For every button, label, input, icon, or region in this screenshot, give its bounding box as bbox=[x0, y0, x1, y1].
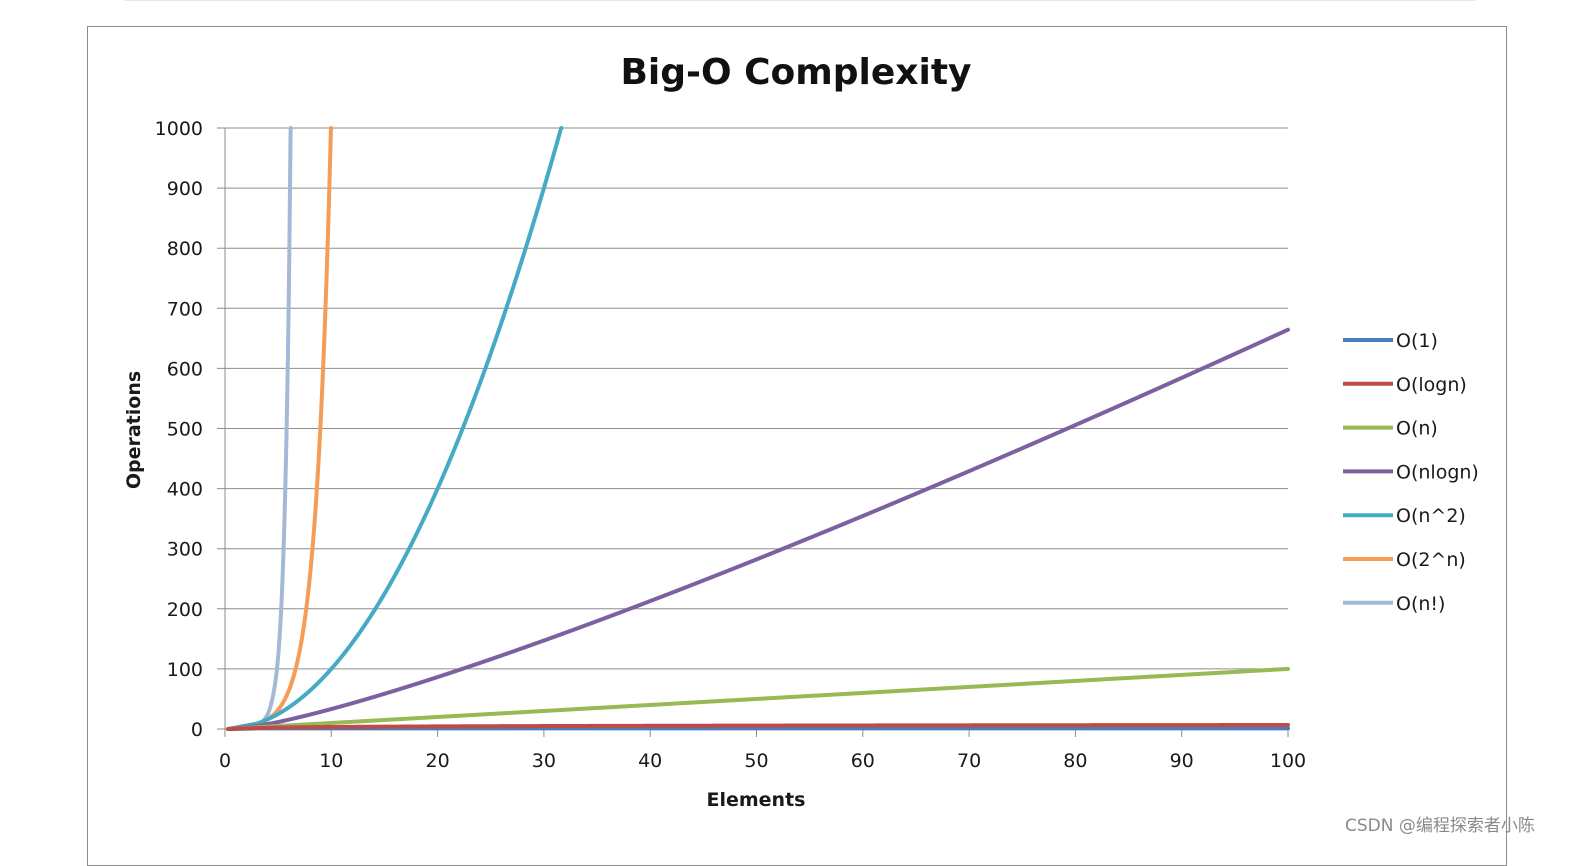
legend-label: O(n) bbox=[1396, 418, 1438, 440]
x-tick-label: 70 bbox=[957, 750, 981, 772]
x-tick-label: 100 bbox=[1270, 750, 1306, 772]
x-axis-ticks: 0 10 20 30 40 50 60 70 80 90 100 bbox=[219, 750, 1306, 772]
x-axis-title: Elements bbox=[707, 789, 806, 811]
series-line-ologn bbox=[226, 723, 1290, 731]
y-tick-label: 200 bbox=[167, 599, 203, 621]
y-axis-title: Operations bbox=[123, 371, 145, 489]
y-tick-label: 600 bbox=[167, 358, 203, 380]
x-tick-label: 80 bbox=[1063, 750, 1087, 772]
x-tick-label: 60 bbox=[851, 750, 875, 772]
x-tick-label: 10 bbox=[319, 750, 343, 772]
y-tick-label: 700 bbox=[167, 298, 203, 320]
y-tick-label: 400 bbox=[167, 479, 203, 501]
legend-label: O(n!) bbox=[1396, 593, 1445, 615]
legend-label: O(logn) bbox=[1396, 374, 1467, 396]
series-line-on bbox=[226, 666, 1290, 731]
x-tick-label: 20 bbox=[426, 750, 450, 772]
series-line-on2 bbox=[226, 126, 564, 731]
chart-title: Big-O Complexity bbox=[620, 52, 971, 93]
x-tick-label: 30 bbox=[532, 750, 556, 772]
x-tick-label: 90 bbox=[1170, 750, 1194, 772]
x-tick-label: 0 bbox=[219, 750, 231, 772]
legend-label: O(1) bbox=[1396, 330, 1438, 352]
series-line-onlogn bbox=[226, 327, 1290, 731]
x-tick-label: 40 bbox=[638, 750, 662, 772]
series-lines bbox=[226, 126, 1290, 731]
grid-lines bbox=[217, 127, 1289, 737]
y-tick-label: 300 bbox=[167, 539, 203, 561]
y-tick-label: 0 bbox=[191, 719, 203, 741]
x-tick-label: 50 bbox=[744, 750, 768, 772]
legend-label: O(nlogn) bbox=[1396, 461, 1479, 483]
y-tick-label: 100 bbox=[167, 659, 203, 681]
y-tick-label: 900 bbox=[167, 178, 203, 200]
legend: O(1) O(logn) O(n) O(nlogn) O(n^2) O(2^n) O(n!) bbox=[1343, 330, 1479, 615]
legend-label: O(n^2) bbox=[1396, 505, 1466, 527]
legend-label: O(2^n) bbox=[1396, 549, 1466, 571]
y-tick-label: 800 bbox=[167, 238, 203, 260]
top-divider bbox=[125, 0, 1475, 1]
y-tick-label: 500 bbox=[167, 419, 203, 441]
y-tick-label: 1000 bbox=[155, 118, 203, 140]
y-axis-ticks: 0 100 200 300 400 500 600 700 800 900 1000 bbox=[155, 118, 203, 741]
watermark: CSDN @编程探索者小陈 bbox=[1345, 816, 1535, 836]
